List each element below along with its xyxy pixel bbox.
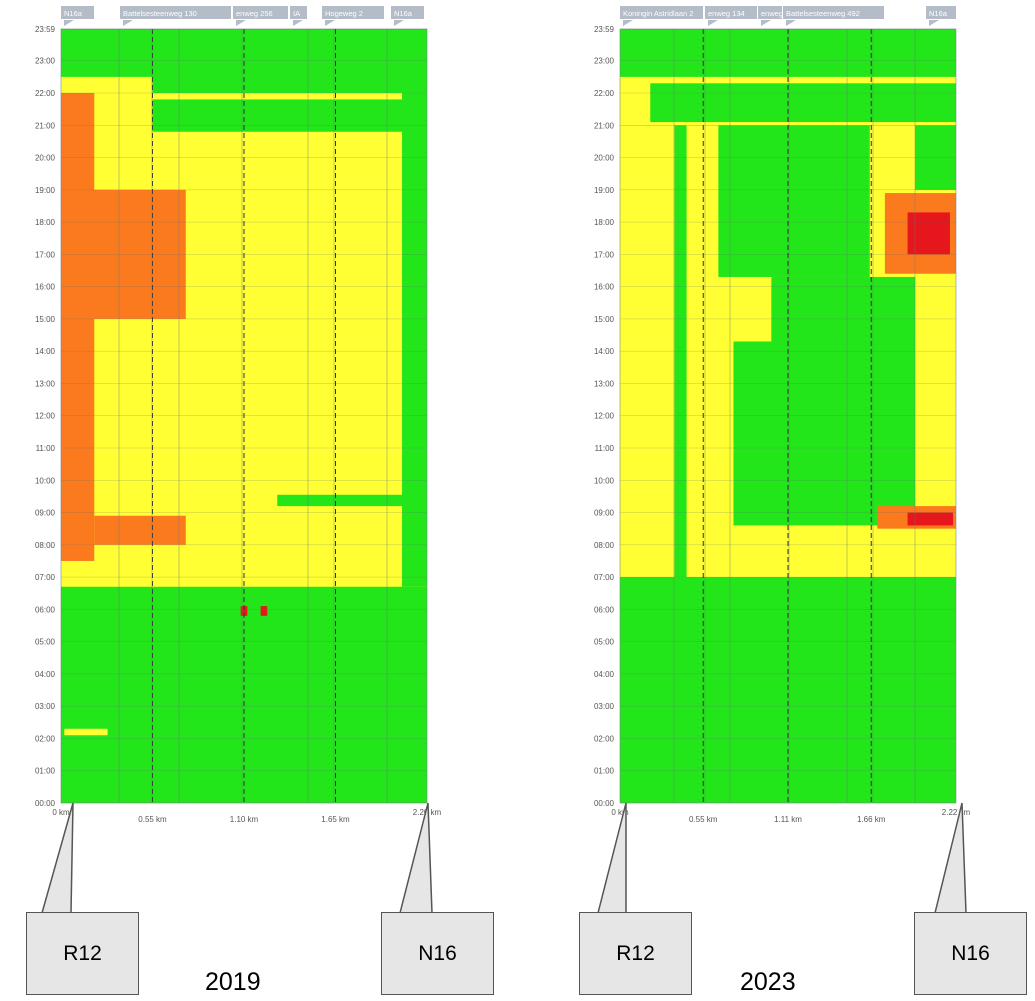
callout-pointer-r12-2023 [598, 803, 626, 913]
callout-label: N16 [418, 942, 457, 966]
callout-n16-2023: N16 [914, 912, 1027, 995]
callout-label: R12 [616, 942, 655, 966]
callout-label: N16 [951, 942, 990, 966]
year-label-2023: 2023 [740, 968, 796, 997]
callout-n16-2019: N16 [381, 912, 494, 995]
year-label-2019: 2019 [205, 968, 261, 997]
callout-r12-2023: R12 [579, 912, 692, 995]
callout-label: R12 [63, 942, 102, 966]
callout-r12-2019: R12 [26, 912, 139, 995]
callout-pointer-r12-2019 [42, 803, 73, 913]
callout-pointer-n16-2023 [935, 803, 966, 913]
callout-pointer-n16-2019 [400, 803, 432, 913]
